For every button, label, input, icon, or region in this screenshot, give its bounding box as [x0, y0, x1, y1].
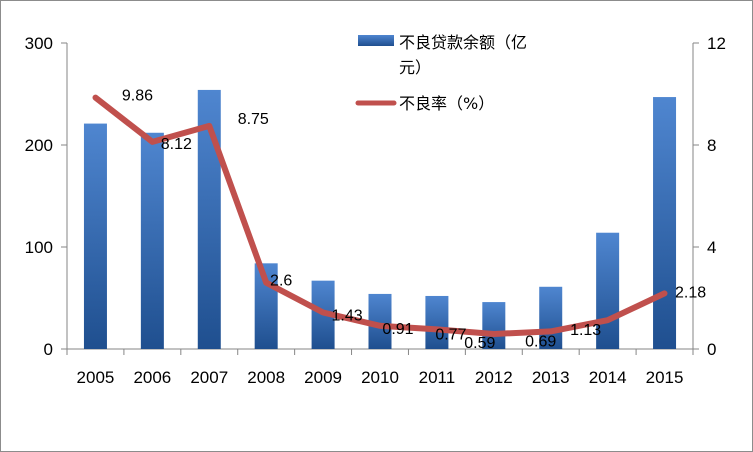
bars-group: [83, 89, 677, 350]
line-group: [92, 94, 668, 337]
data-label-2010: 0.91: [382, 321, 413, 338]
y-right-tick-label: 8: [707, 136, 716, 155]
line-point-2008: [265, 281, 268, 284]
y-left-tick-label: 100: [25, 238, 53, 257]
bar-2006: [140, 132, 164, 349]
line-point-2005: [94, 96, 97, 99]
bar-2015: [653, 97, 677, 349]
y-right-tick-label: 4: [707, 238, 716, 257]
data-labels-group: 9.86 8.12 8.75 2.6 1.43 0.91 0.770.59 0.69 1.13 2…: [122, 88, 706, 352]
x-tick-label: 2015: [646, 368, 684, 387]
x-tick-label: 2014: [589, 368, 627, 387]
data-label-2014: 1.13: [570, 322, 601, 339]
data-label-2005: 9.86: [122, 88, 153, 105]
data-label-2015: 2.18: [675, 284, 706, 301]
legend-bar-label-line1: 不良贷款余额（亿: [399, 33, 527, 52]
line-point-2012: [492, 332, 495, 335]
x-tick-label: 2006: [133, 368, 171, 387]
bar-2010: [368, 293, 392, 349]
bar-2012: [482, 302, 506, 349]
data-label-2012: 0.59: [464, 335, 495, 352]
legend: 不良贷款余额（亿 元） 不良率（%）: [355, 33, 527, 113]
x-tick-label: 2008: [247, 368, 285, 387]
bar-2005: [83, 123, 107, 349]
line-point-2013: [549, 330, 552, 333]
y-right-tick-label: 0: [707, 340, 716, 359]
y-left-tick-label: 300: [25, 34, 53, 53]
y-right-tick-label: 12: [707, 34, 726, 53]
bar-2007: [197, 89, 221, 350]
line-point-2006: [151, 140, 154, 143]
bar-2011: [425, 295, 449, 349]
y-left-tick-label: 0: [44, 340, 53, 359]
x-tick-label: 2010: [361, 368, 399, 387]
x-tick-label: 2011: [419, 368, 456, 387]
legend-bar-label-line2: 元）: [399, 58, 431, 77]
data-label-2008: 2.6: [270, 273, 292, 290]
legend-line-label: 不良率（%）: [399, 94, 494, 113]
y-left-tick-label: 200: [25, 136, 53, 155]
legend-bar-swatch: [358, 35, 394, 46]
x-tick-label: 2007: [190, 368, 228, 387]
x-tick-label: 2005: [77, 368, 115, 387]
line-point-2014: [606, 319, 609, 322]
line-point-2011: [435, 328, 438, 331]
line-point-2015: [663, 292, 666, 295]
data-label-2011: 0.77: [435, 326, 466, 343]
line-point-2007: [208, 124, 211, 127]
data-label-2013: 0.69: [525, 333, 556, 350]
line-point-2009: [322, 311, 325, 314]
line-point-2010: [379, 324, 381, 327]
x-tick-label: 2012: [475, 368, 513, 387]
data-label-2007: 8.75: [238, 111, 269, 128]
data-label-2009: 1.43: [332, 308, 363, 325]
axes-group: 0 100 200 300 0 4 8 12 2005 2006 2007 2008 2009 2010 2…: [25, 34, 726, 387]
data-label-2006: 8.12: [161, 136, 192, 153]
x-tick-label: 2013: [532, 368, 570, 387]
x-tick-label: 2009: [304, 368, 342, 387]
